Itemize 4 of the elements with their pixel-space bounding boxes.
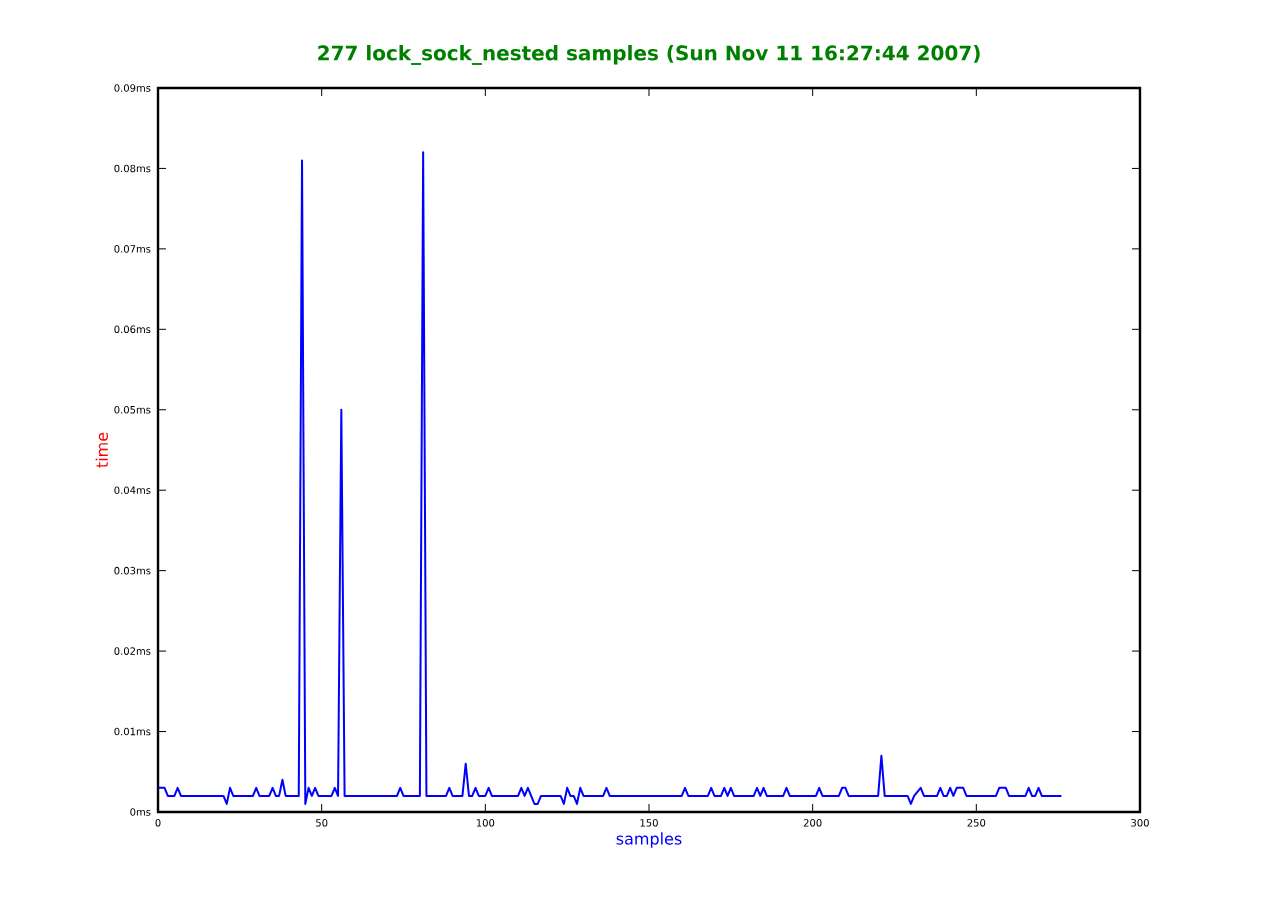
line-series [157, 151, 1063, 805]
chart-title: 277 lock_sock_nested samples (Sun Nov 11 16:27:44 2007) [318, 45, 980, 65]
x-axis-title: samples [616, 832, 682, 848]
y-axis-title: time [95, 432, 108, 468]
